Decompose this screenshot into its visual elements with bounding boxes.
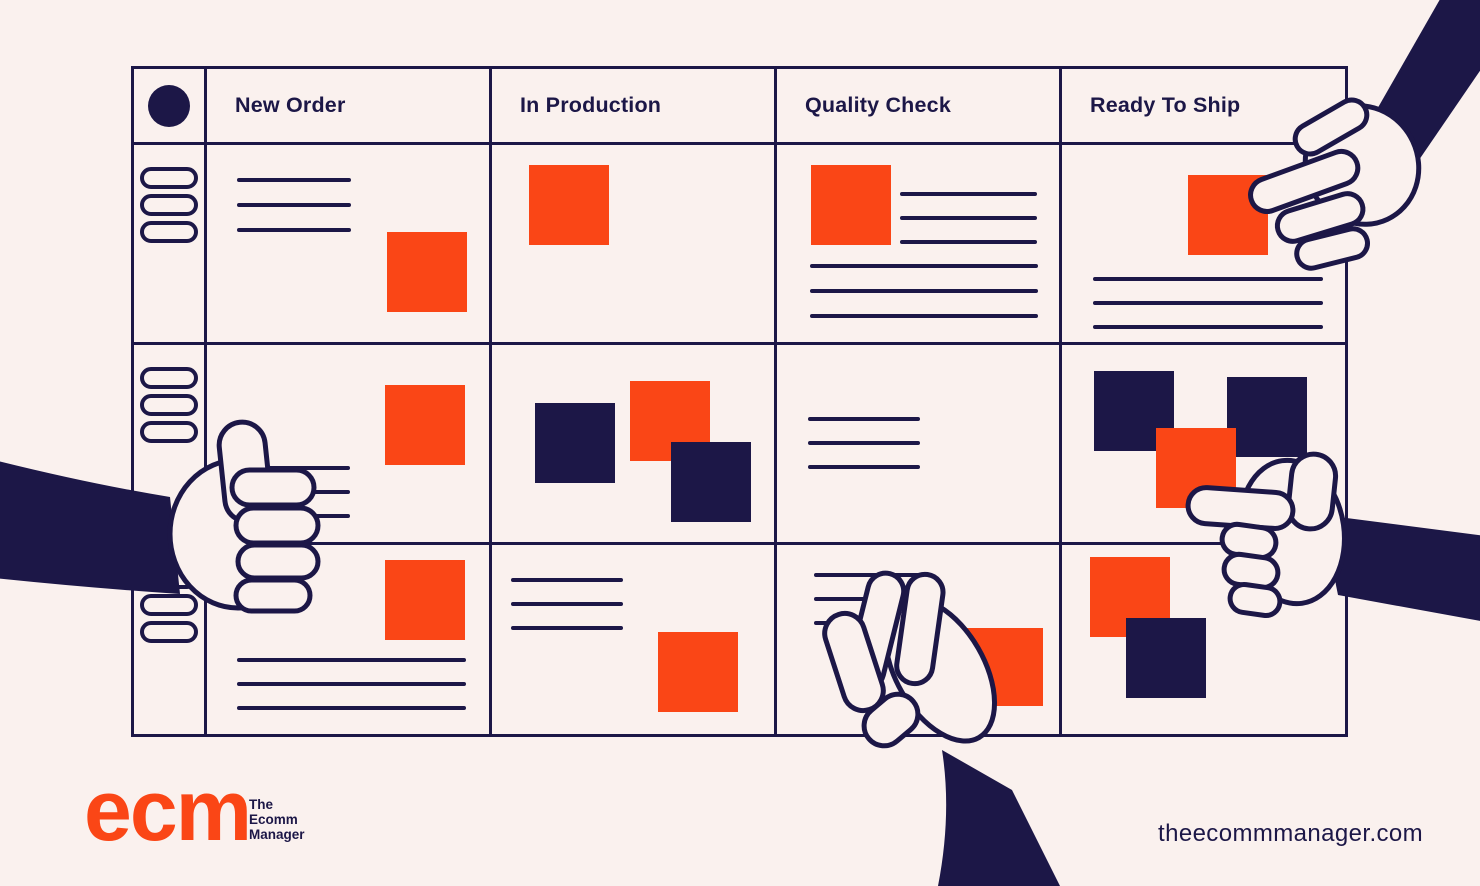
column-header-quality-check: Quality Check [777,69,1062,145]
column-title: In Production [520,93,662,117]
cell-ready-to-ship-row1 [1062,145,1345,345]
column-header-new-order: New Order [207,69,492,145]
cell-quality-check-row2 [777,345,1062,545]
tagline-line: Manager [249,827,305,842]
record-dot-icon [148,84,190,127]
drag-handle-pill [140,221,198,243]
sleeve [938,750,1060,886]
board-corner-cell [134,69,207,145]
drag-handle-pill [140,367,198,389]
sleeve [1372,0,1480,176]
cell-new-order-row1 [207,145,492,345]
drag-handle-pill [140,567,198,589]
drag-handle-pill [140,194,198,216]
column-title: New Order [235,93,346,117]
cell-quality-check-row1 [777,145,1062,345]
tagline-line: The [249,797,274,812]
tagline-line: Ecomm [249,812,298,827]
logo-text: ecm [84,763,252,859]
drag-handle-pill [140,621,198,643]
cell-new-order-row2 [207,345,492,545]
cell-new-order-row3 [207,545,492,734]
cell-in-production-row3 [492,545,777,734]
drag-handle-pill [140,167,198,189]
website-url: theecommmanager.com [1158,820,1424,847]
column-header-ready-to-ship: Ready To Ship [1062,69,1345,145]
cell-in-production-row1 [492,145,777,345]
cell-quality-check-row3 [777,545,1062,734]
column-title: Quality Check [805,93,951,117]
cell-ready-to-ship-row3 [1062,545,1345,734]
cell-in-production-row2 [492,345,777,545]
column-header-in-production: In Production [492,69,777,145]
cell-ready-to-ship-row2 [1062,345,1345,545]
sleeve [1330,516,1480,621]
row-handle-cell-2 [134,345,207,545]
drag-handle-pill [140,394,198,416]
row-handle-cell-1 [134,145,207,345]
row-handle-cell-3 [134,545,207,734]
drag-handle-pill [140,594,198,616]
column-title: Ready To Ship [1090,93,1241,117]
kanban-board: New Order In Production Quality Check Re… [131,66,1348,737]
logo-tagline: The Ecomm Manager [249,797,305,842]
drag-handle-pill [140,421,198,443]
